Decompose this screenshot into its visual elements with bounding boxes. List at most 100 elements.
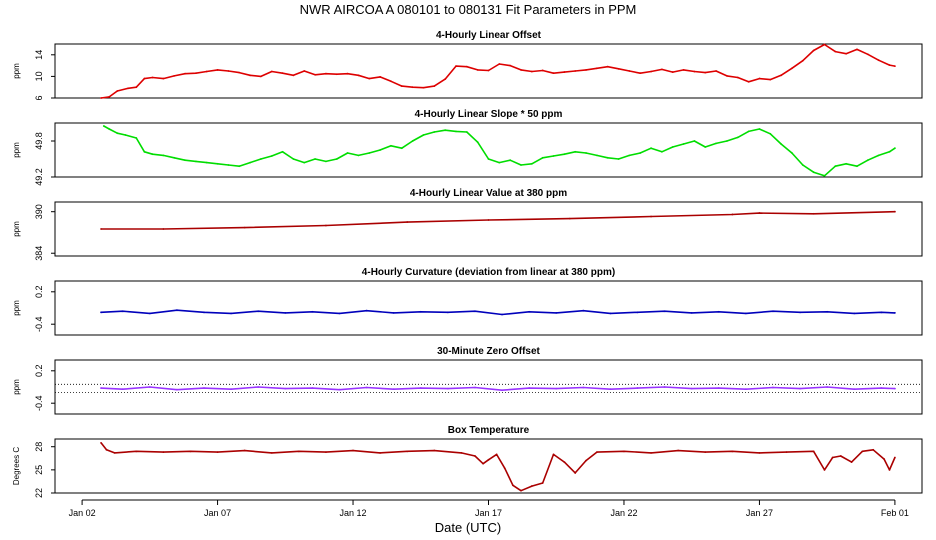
panel-6-data-point [520,489,522,492]
panel-2-data-point [866,159,869,162]
panel-1-data-point [894,65,896,68]
panel-6-data-point [574,472,577,474]
panel-2-data-point [530,162,533,165]
panel-4-data-point [555,311,558,314]
panel-1-data-point [314,73,316,76]
panel-5-data-point [419,387,422,389]
panel-3-data-point [568,217,571,220]
panel-2-ytick-label: 49.2 [34,168,44,186]
panel-2-data-point [325,160,327,163]
panel-3-data-point [162,228,165,230]
panel-1-data-point [866,53,869,56]
panel-1-data-point [116,90,119,92]
panel-2-data-point [433,131,436,133]
panel-1-data-point [303,70,306,72]
panel-1-data-point [325,72,327,75]
panel-2-data-point [292,158,295,160]
panel-5-data-point [826,386,829,388]
panel-1-data-point [227,70,230,72]
panel-3-data-point [731,213,734,216]
panel-5-data-point [744,388,747,391]
panel-3-data-point [758,212,761,214]
panel-6-ytick-label: 22 [34,488,44,498]
panel-1-data-point [801,59,804,62]
panel-1-data-point [650,70,652,73]
panel-1-data-point [791,67,793,70]
panel-6-data-point [379,451,382,454]
panel-3-data-point [406,221,409,223]
panel-6-data-point [785,451,788,454]
panel-5-data-point [528,387,531,389]
panel-2-title: 4-Hourly Linear Slope * 50 ppm [415,109,563,120]
panel-2-frame [54,122,923,178]
panel-1-ytick-label: 10 [34,71,44,81]
panel-1-data-point [715,70,717,72]
panel-2-data-point [704,146,707,148]
panel-4-series-line [101,309,895,316]
panel-5-data-point [717,387,720,389]
panel-3-data-point [100,228,102,230]
panel-1-data-point [281,72,284,75]
panel-1-data-point [628,70,631,72]
panel-2-data-point [260,158,262,160]
panel-6-data-point [850,461,853,464]
panel-6-data-point [243,449,246,452]
panel-2-data-point [227,164,230,166]
panel-1-data-point [726,74,728,77]
panel-6-data-point [270,451,273,454]
panel-4-data-point [148,312,151,315]
panel-1-data-point [812,49,815,52]
panel-1-data-point [661,68,663,71]
panel-1-data-point [444,78,447,80]
panel-4-data-point [894,311,896,314]
panel-5-data-point [284,387,287,390]
panel-2-data-point [736,136,739,139]
panel-2-data-point [834,165,837,168]
panel-1-data-point [173,74,176,77]
panel-6-data-point [135,450,138,453]
panel-2-data-point [390,144,392,147]
panel-1-ytick-label: 6 [34,95,44,100]
panel-1-data-point [455,65,457,68]
panel-4-data-point [176,309,178,312]
panel-1-data-point [758,77,761,80]
panel-2-data-point [639,152,642,154]
panel-2-data-point [335,158,338,160]
panel-4-data-point [826,310,829,313]
panel-3-data-point [894,210,896,213]
panel-2-data-point [661,150,663,153]
panel-2-ytick-label: 49.8 [34,132,44,150]
panel-2-data-point [801,164,804,166]
panel-5-data-point [501,389,503,392]
panel-4-data-point [772,310,774,313]
panel-6-data-point [495,453,498,456]
panel-5-data-point [772,386,774,389]
panel-3-data-point [487,219,490,221]
panel-2: 4-Hourly Linear Slope * 50 ppm ppm 49.2 49.… [12,109,923,186]
panel-2-data-point [726,140,728,142]
panel-6-data-point [189,450,192,453]
panel-3-data-point [650,215,652,218]
figure-title: NWR AIRCOA A 080101 to 080131 Fit Parame… [300,2,637,17]
panel-4-data-point [636,311,639,314]
panel-2-data-point [194,160,197,163]
panel-1-data-point [693,70,696,73]
panel-1-data-point [552,72,555,75]
panel-6-data-point [541,482,544,484]
panel-5-frame [54,359,923,415]
panel-2-data-point [411,140,414,142]
panel-6-data-point [888,468,891,471]
panel-1-data-point [127,87,130,90]
panel-2-data-point [108,128,111,130]
panel-3-data-point [243,226,246,229]
panel-5-data-point [100,387,102,389]
panel-4-data-point [257,310,260,313]
panel-1-frame [54,43,923,99]
panel-4-data-point [663,310,666,313]
panel-2-data-point [151,153,154,156]
panel-6-data-point [812,450,815,453]
panel-6-data-point [704,451,707,454]
panel-5-data-point [148,386,151,388]
panel-1-data-point [151,76,154,79]
